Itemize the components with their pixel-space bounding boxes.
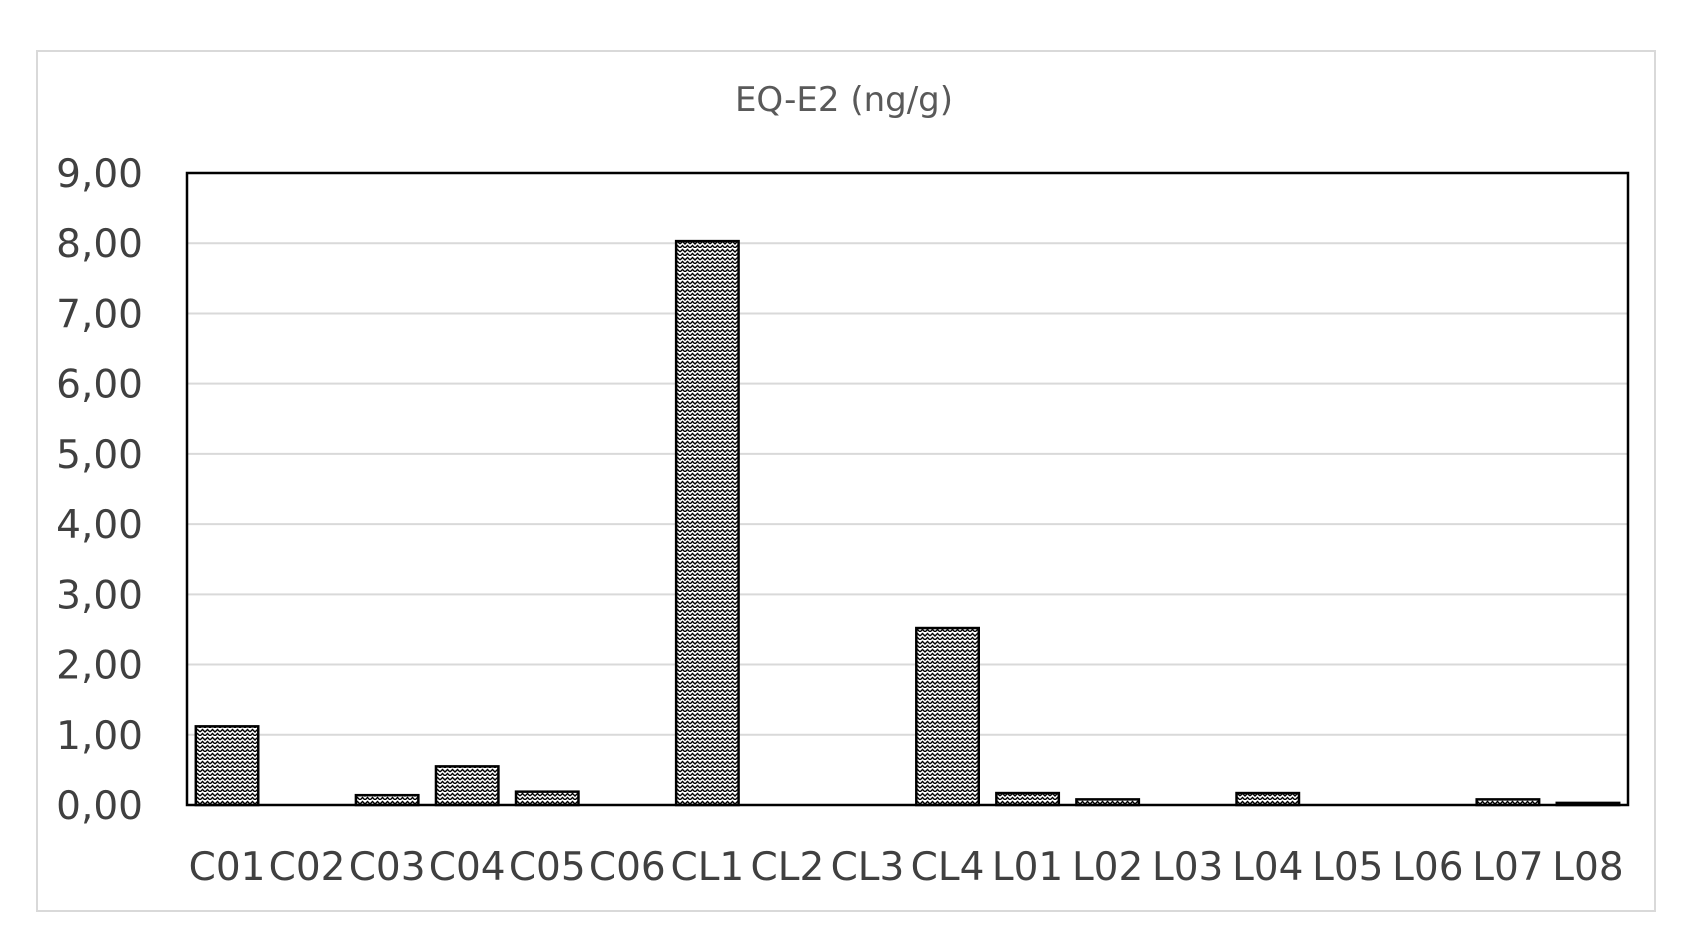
bar-l01 xyxy=(995,791,1061,807)
x-tick-label: L08 xyxy=(1552,845,1623,890)
x-tick-label: L06 xyxy=(1392,845,1463,890)
x-tick-label: C02 xyxy=(269,845,346,890)
plot-area-border xyxy=(185,171,1630,807)
x-tick-label: L07 xyxy=(1472,845,1543,890)
y-tick-label: 8,00 xyxy=(56,222,143,267)
bar-cl1 xyxy=(674,239,740,807)
y-tick-label: 6,00 xyxy=(56,363,143,408)
x-tick-label: L03 xyxy=(1152,845,1223,890)
bars xyxy=(194,239,1621,807)
x-tick-label: CL3 xyxy=(831,845,905,890)
bar-c04 xyxy=(434,765,500,807)
x-tick-label: L01 xyxy=(992,845,1063,890)
x-tick-label: L02 xyxy=(1072,845,1143,890)
y-tick-label: 3,00 xyxy=(56,573,143,618)
x-axis-tick-labels: C01 C02 C03 C04 C05 C06 CL1 CL2 CL3 CL4 L01 L02 L03 L… xyxy=(189,845,1624,890)
y-tick-label: 2,00 xyxy=(56,644,143,689)
bar-c05 xyxy=(514,790,580,807)
x-tick-label: C06 xyxy=(589,845,666,890)
y-axis-tick-labels: 0,00 1,00 2,00 3,00 4,00 5,00 6,00 7,00 8,00 9,00 xyxy=(56,152,143,829)
x-tick-label: C05 xyxy=(509,845,586,890)
x-tick-label: L05 xyxy=(1312,845,1383,890)
y-tick-label: 5,00 xyxy=(56,433,143,478)
bar-c01 xyxy=(194,725,260,807)
y-tick-label: 1,00 xyxy=(56,714,143,759)
bar-l04 xyxy=(1235,791,1301,807)
x-tick-label: C04 xyxy=(429,845,506,890)
x-tick-label: C03 xyxy=(349,845,426,890)
bar-cl4 xyxy=(915,626,980,807)
chart-frame xyxy=(36,50,1656,912)
y-tick-label: 0,00 xyxy=(56,784,143,829)
x-tick-label: L04 xyxy=(1232,845,1303,890)
x-tick-label: C01 xyxy=(189,845,266,890)
y-tick-label: 4,00 xyxy=(56,503,143,548)
y-tick-label: 9,00 xyxy=(56,152,143,197)
x-tick-label: CL4 xyxy=(911,845,985,890)
gridlines xyxy=(187,242,1628,736)
y-tick-label: 7,00 xyxy=(56,292,143,337)
bar-c03 xyxy=(354,793,420,807)
x-tick-label: CL2 xyxy=(751,845,825,890)
chart-title: EQ-E2 (ng/g) xyxy=(734,80,954,120)
x-tick-label: CL1 xyxy=(670,845,744,890)
